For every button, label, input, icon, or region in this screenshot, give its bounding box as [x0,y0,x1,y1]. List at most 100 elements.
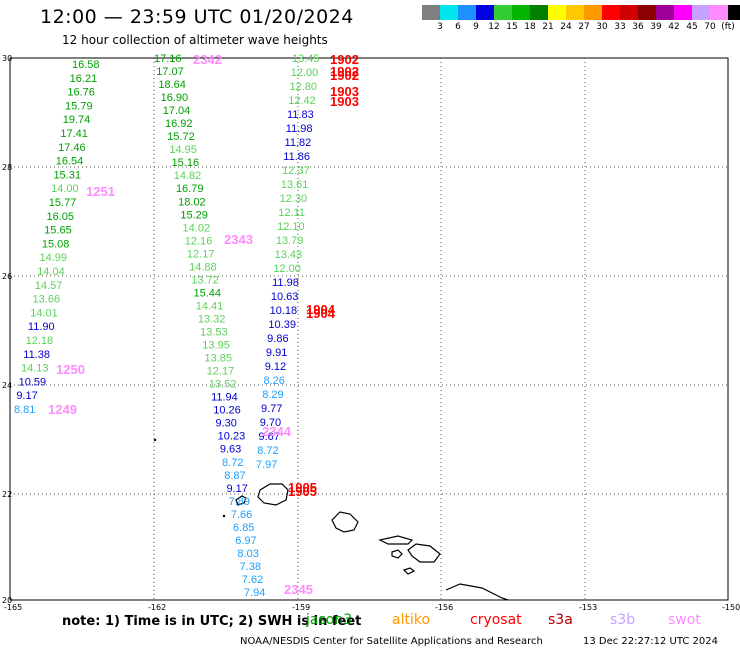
legend-swatch [602,5,620,20]
satellite-name: cryosat [470,612,522,628]
track-value-west: 15.31 [53,169,81,181]
track-value-east: 9.77 [261,403,282,415]
track-value-central: 18.02 [178,196,206,208]
track-value-central: 14.41 [196,300,224,312]
lon-tick-label: -165 [4,603,22,612]
track-value-central: 17.04 [163,105,191,117]
lat-tick-label: 28 [2,163,12,172]
legend-swatch [494,5,512,20]
track-value-central: 13.32 [198,313,226,325]
track-value-west: 19.74 [63,114,91,126]
track-value-central: 7.89 [229,496,250,508]
pass-time-labels: 2342 190219021902190319031251234319041904… [48,52,359,597]
map-title: 12:00 — 23:59 UTC 01/20/2024 [40,6,354,28]
track-value-west: 15.77 [49,197,77,209]
legend-swatch [674,5,692,20]
track-value-west: 8.81 [14,404,35,416]
track-value-central: 16.79 [176,183,204,195]
legend-swatch [458,5,476,20]
pass-label: 1905 [288,480,317,495]
pass-label: 1902 [330,64,359,79]
map-subtitle: 12 hour collection of altimeter wave hei… [62,33,328,47]
island-molokai [378,535,414,545]
track-value-east: 10.63 [271,291,299,303]
island-niihau [235,495,247,506]
track-value-east: 12.42 [288,95,316,107]
legend-label: 6 [455,22,461,32]
legend-label: 9 [473,22,479,32]
satellite-name: s3a [548,612,573,628]
island-kauai [257,483,289,506]
track-value-central: 7.38 [240,561,261,573]
track-value-central: 12.17 [207,366,235,378]
pass-label: 1902 [330,52,359,67]
satellite-name: swot [668,612,701,628]
legend-swatch [710,5,728,20]
legend-label: 45 [686,22,698,32]
track-value-east: 9.70 [260,417,281,429]
map-frame [9,57,729,601]
track-value-west: 17.46 [58,142,86,154]
legend-swatch [476,5,494,20]
hawaiian-islands [235,483,509,601]
track-value-east: 13.79 [276,235,304,247]
track-value-central: 13.72 [191,274,219,286]
pass-label: 2343 [224,232,253,247]
track-value-central: 9.17 [226,483,247,495]
legend-label: 70 [704,22,716,32]
axis-ticks: 30 28 26 24 22 20-165 -162 -159 -156 -153 -150 [2,54,740,612]
legend-swatch [656,5,674,20]
track-value-central: 13.53 [200,327,228,339]
track-value-central: 15.72 [167,131,195,143]
track-value-east: 12.30 [280,193,308,205]
pass-label: 1903 [330,84,359,99]
lon-tick-label: -153 [579,603,597,612]
lat-tick-label: 30 [2,54,12,63]
track-value-central: 9.63 [220,444,241,456]
legend-swatch [638,5,656,20]
legend-label: 36 [632,22,644,32]
satellite-name: altiko [392,612,431,628]
track-value-west: 11.90 [28,321,55,333]
island-kahoolawe [402,567,416,575]
track-value-central: 8.72 [222,457,243,469]
track-value-central: 16.92 [165,118,193,130]
track-value-east: 12.10 [277,221,305,233]
track-value-west: 16.21 [70,73,98,85]
grid-lines [10,58,728,600]
legend-label: 33 [614,22,626,32]
track-value-central: 15.29 [180,209,208,221]
legend-swatch [584,5,602,20]
track-value-east: 9.67 [258,431,279,443]
track-value-central: 15.16 [172,157,200,169]
pass-label: 1249 [48,402,77,417]
lat-tick-label: 22 [2,490,12,499]
track-value-east: 13.45 [292,53,320,65]
legend-swatch [566,5,584,20]
track-value-central: 14.88 [189,261,217,273]
satellite-legend: jason3 altiko cryosat s3a s3b swot [0,612,740,630]
track-value-central: 10.23 [218,431,246,443]
legend-swatch [620,5,638,20]
track-value-central: 12.16 [185,235,213,247]
track-value-central: 10.26 [213,405,241,417]
legend-label: 42 [668,22,680,32]
scatter-points [153,438,226,518]
track-value-west: 14.01 [30,307,58,319]
pass-label: 2342 [193,52,222,67]
scatter-dot [153,438,157,442]
color-legend [422,5,740,20]
legend-swatch [440,5,458,20]
track-value-east: 12.37 [282,165,310,177]
track-value-east: 8.29 [262,389,283,401]
track-value-east: 11.83 [287,109,314,121]
track-value-central: 18.64 [158,79,186,91]
pass-label: 2345 [284,582,313,597]
track-value-central: 9.30 [215,418,236,430]
pass-label: 2344 [262,424,292,439]
pass-label: 1905 [288,484,317,499]
legend-label: 39 [650,22,662,32]
track-value-central: 17.07 [156,66,184,78]
track-value-east: 11.86 [283,151,310,163]
